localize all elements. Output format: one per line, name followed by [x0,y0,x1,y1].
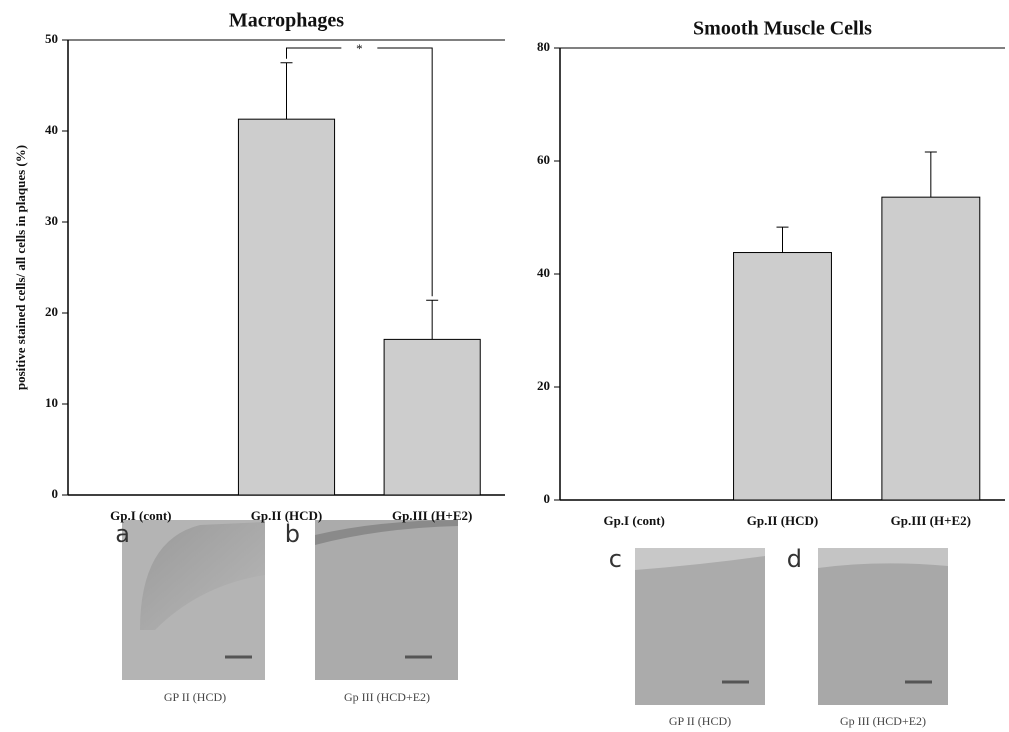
error-bar [281,63,293,119]
y-tick-label: 80 [537,39,550,54]
y-tick-label: 20 [537,378,550,393]
y-tick-label: 0 [544,491,551,506]
panel-caption: GP II (HCD) [164,690,226,704]
panel-letter: c [609,545,622,573]
y-tick-label: 20 [45,304,58,319]
error-bar [777,227,789,252]
x-tick-label: Gp.III (H+E2) [392,508,472,523]
panel-letter: a [115,520,130,548]
y-tick-label: 60 [537,152,550,167]
x-tick-label: Gp.I (cont) [603,513,664,528]
bar [238,119,334,495]
error-bar [925,152,937,197]
significance-label: * [356,41,363,56]
y-tick-label: 30 [45,213,58,228]
y-tick-label: 0 [52,486,59,501]
bar [734,253,832,500]
y-tick-label: 10 [45,395,58,410]
panel-caption: GP II (HCD) [669,714,731,728]
y-axis-label: positive stained cells/ all cells in pla… [13,145,28,390]
chart-title: Macrophages [229,10,344,32]
bar [882,197,980,500]
y-tick-label: 40 [45,122,58,137]
y-tick-label: 40 [537,265,550,280]
micrographs [122,520,948,705]
y-tick-label: 50 [45,31,58,46]
x-tick-label: Gp.II (HCD) [747,513,819,528]
figure: Macrophages positive stained cells/ all c… [0,0,1009,732]
panel-letter: b [285,520,300,548]
panel-caption: Gp III (HCD+E2) [840,714,926,728]
micrograph [315,520,458,680]
bar [384,339,480,495]
x-tick-label: Gp.III (H+E2) [891,513,971,528]
chart-title: Smooth Muscle Cells [693,18,872,40]
error-bar [426,300,438,339]
panel-caption: Gp III (HCD+E2) [344,690,430,704]
panel-letter: d [787,545,802,573]
